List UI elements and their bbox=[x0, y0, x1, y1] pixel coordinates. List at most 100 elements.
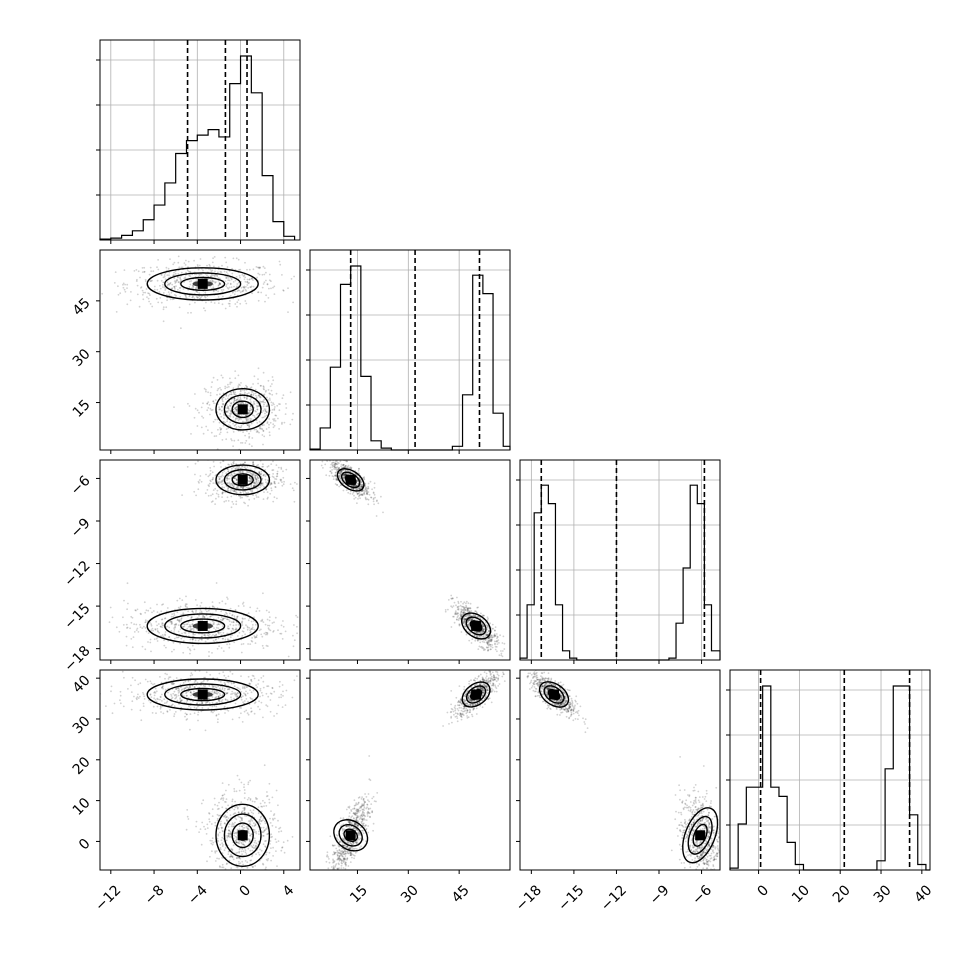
sample-point bbox=[356, 502, 358, 505]
sample-point bbox=[184, 264, 187, 266]
sample-point bbox=[232, 387, 235, 390]
sample-point bbox=[162, 687, 165, 690]
sample-point bbox=[244, 694, 247, 697]
sample-point bbox=[245, 418, 248, 420]
sample-point bbox=[365, 487, 368, 489]
sample-point bbox=[176, 618, 179, 621]
sample-point bbox=[235, 406, 238, 409]
sample-point bbox=[273, 480, 276, 483]
sample-point bbox=[231, 614, 234, 616]
sample-point bbox=[228, 646, 231, 649]
sample-point bbox=[267, 479, 269, 481]
sample-point bbox=[362, 476, 365, 479]
sample-point bbox=[199, 638, 201, 640]
sample-point bbox=[263, 403, 265, 406]
sample-point bbox=[260, 482, 263, 485]
sample-point bbox=[185, 713, 188, 716]
sample-point bbox=[153, 691, 156, 694]
sample-point bbox=[237, 425, 240, 428]
sample-point bbox=[218, 408, 221, 411]
sample-point bbox=[469, 610, 472, 613]
sample-point bbox=[165, 266, 168, 269]
sample-point bbox=[258, 471, 261, 474]
sample-point bbox=[214, 692, 217, 695]
sample-point bbox=[179, 277, 182, 280]
sample-point bbox=[467, 608, 469, 611]
sample-point bbox=[233, 472, 235, 474]
sample-point bbox=[357, 492, 360, 495]
sample-point bbox=[217, 277, 220, 279]
sample-point bbox=[203, 307, 205, 310]
sample-point bbox=[262, 405, 265, 408]
sample-point bbox=[192, 285, 195, 288]
sample-point bbox=[221, 303, 224, 306]
sample-point bbox=[230, 381, 233, 384]
sample-point bbox=[335, 462, 337, 465]
sample-point bbox=[486, 631, 489, 634]
sample-point bbox=[475, 631, 478, 634]
sample-point bbox=[232, 621, 235, 624]
sample-point bbox=[453, 601, 456, 604]
sample-point bbox=[213, 465, 216, 468]
sample-point bbox=[201, 639, 203, 641]
sample-point bbox=[455, 604, 457, 607]
sample-point bbox=[228, 627, 231, 630]
sample-point bbox=[243, 286, 246, 289]
sample-point bbox=[204, 685, 206, 688]
sample-point bbox=[179, 686, 182, 689]
sample-point bbox=[223, 486, 226, 489]
sample-point bbox=[192, 611, 195, 614]
sample-point bbox=[233, 454, 235, 456]
sample-point bbox=[243, 811, 246, 814]
sample-point bbox=[113, 282, 116, 284]
sample-point bbox=[248, 822, 251, 825]
sample-point bbox=[250, 386, 253, 389]
sample-point bbox=[373, 503, 375, 506]
sample-point bbox=[257, 266, 260, 269]
sample-point bbox=[460, 608, 463, 611]
sample-point bbox=[255, 480, 258, 483]
sample-point bbox=[339, 476, 341, 479]
sample-point bbox=[219, 427, 221, 429]
sample-point bbox=[170, 695, 173, 697]
sample-point bbox=[241, 274, 244, 276]
sample-point bbox=[183, 695, 186, 698]
panel-frame bbox=[99, 249, 301, 451]
sample-point bbox=[174, 282, 177, 284]
density-contour bbox=[465, 616, 487, 636]
sample-point bbox=[133, 695, 135, 698]
sample-point bbox=[276, 712, 278, 715]
sample-point bbox=[241, 442, 244, 444]
sample-point bbox=[197, 719, 199, 722]
sample-point bbox=[251, 626, 254, 629]
sample-point bbox=[228, 643, 231, 646]
sample-point bbox=[194, 407, 197, 410]
sample-point bbox=[227, 627, 230, 630]
sample-point bbox=[156, 624, 159, 627]
sample-point bbox=[226, 475, 229, 477]
sample-point bbox=[247, 409, 250, 412]
sample-point bbox=[214, 639, 217, 641]
sample-point bbox=[284, 630, 287, 633]
sample-point bbox=[188, 286, 191, 288]
sample-point bbox=[482, 635, 485, 637]
sample-point bbox=[123, 288, 126, 291]
sample-point bbox=[170, 621, 173, 624]
sample-point bbox=[214, 824, 217, 827]
sample-point bbox=[245, 414, 247, 416]
sample-point bbox=[258, 708, 261, 711]
sample-point bbox=[254, 477, 257, 479]
sample-point bbox=[145, 621, 147, 623]
sample-point bbox=[253, 415, 256, 417]
sample-point bbox=[233, 399, 236, 402]
sample-point bbox=[243, 786, 245, 789]
sample-point bbox=[291, 418, 294, 421]
sample-point bbox=[164, 272, 167, 275]
sample-point bbox=[273, 285, 276, 288]
sample-point bbox=[265, 411, 268, 413]
sample-point bbox=[482, 636, 484, 638]
sample-point bbox=[195, 707, 198, 709]
sample-point bbox=[137, 270, 140, 273]
sample-point bbox=[195, 611, 197, 613]
sample-point bbox=[242, 687, 244, 690]
